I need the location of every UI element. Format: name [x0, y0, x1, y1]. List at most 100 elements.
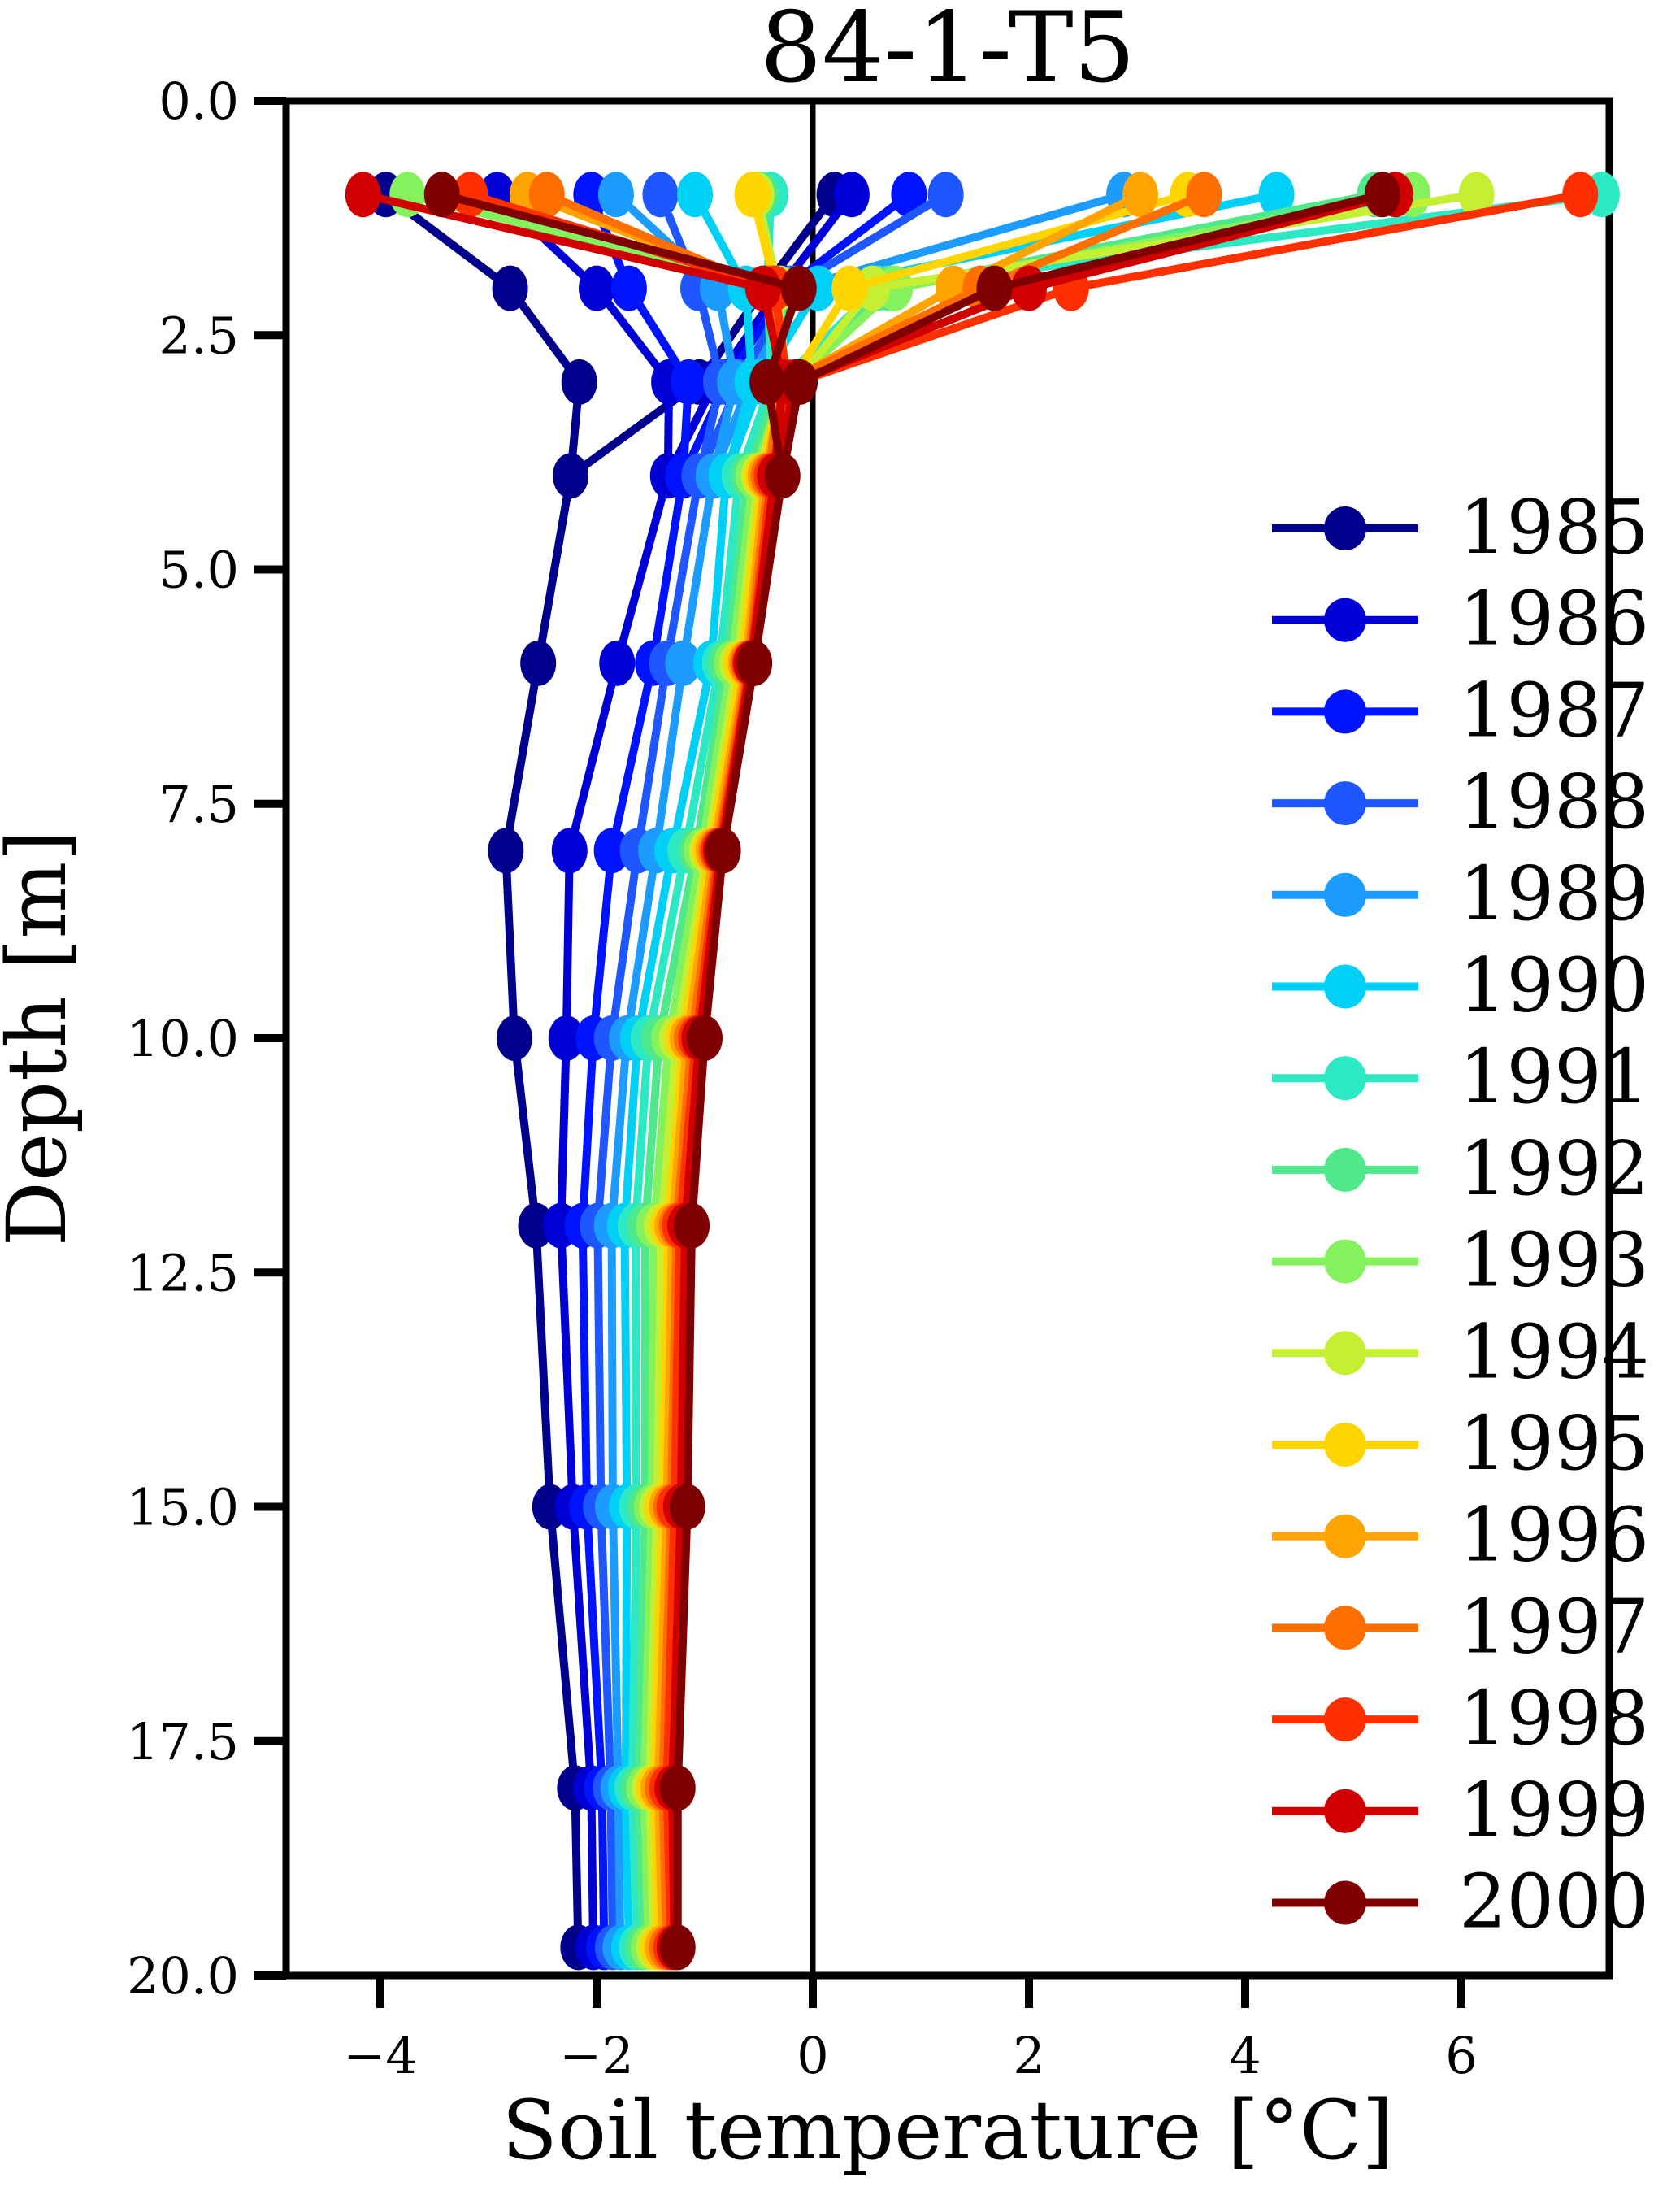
data-point-marker: [520, 640, 557, 686]
legend-label: 1996: [1459, 1492, 1649, 1579]
data-point-marker: [1458, 172, 1495, 218]
legend-entry-1987: 1987: [1272, 667, 1649, 754]
x-tick-label: 2: [1013, 2026, 1044, 2085]
legend-entry-1990: 1990: [1272, 942, 1649, 1029]
legend-label: 1986: [1459, 576, 1649, 663]
legend: 1985198619871988198919901991199219931994…: [1272, 484, 1649, 1945]
legend-entry-1989: 1989: [1272, 850, 1649, 937]
legend-label: 1989: [1459, 850, 1649, 937]
data-point-marker: [674, 1202, 710, 1249]
legend-marker: [1324, 872, 1366, 917]
x-axis-label: Soil temperature [°C]: [501, 2083, 1393, 2178]
year-profile-1993: [389, 172, 1431, 1971]
data-point-marker: [1364, 172, 1400, 218]
y-tick-label: 7.5: [158, 775, 239, 834]
data-point-marker: [736, 640, 773, 686]
data-point-marker: [659, 1924, 696, 1971]
data-point-marker: [659, 1765, 696, 1811]
chart-title: 84-1-T5: [760, 0, 1135, 105]
legend-entry-1997: 1997: [1272, 1583, 1649, 1670]
data-point-marker: [665, 640, 701, 686]
x-tick-label: −4: [343, 2026, 417, 2085]
legend-entry-1999: 1999: [1272, 1767, 1649, 1854]
profile-line-warm: [778, 190, 1384, 477]
profile-line-warm: [695, 191, 949, 478]
data-point-marker: [1258, 172, 1295, 218]
legend-marker: [1324, 689, 1366, 734]
data-point-marker: [1011, 265, 1047, 311]
data-point-marker: [345, 172, 381, 218]
data-point-marker: [599, 640, 636, 686]
data-point-marker: [492, 265, 528, 311]
legend-marker: [1324, 506, 1366, 550]
x-tick-label: 6: [1445, 2026, 1477, 2085]
legend-marker: [1324, 1697, 1366, 1742]
data-point-marker: [669, 1484, 705, 1530]
legend-marker: [1324, 964, 1366, 1009]
y-tick-label: 5.0: [158, 541, 239, 600]
x-tick-label: −2: [559, 2026, 633, 2085]
data-point-marker: [597, 172, 634, 218]
profile-line-cold: [383, 191, 584, 1948]
y-tick-label: 12.5: [127, 1243, 239, 1302]
data-point-marker: [927, 172, 964, 218]
data-series: [345, 172, 1620, 1971]
data-point-marker: [548, 1015, 584, 1061]
data-point-marker: [764, 453, 801, 499]
legend-marker: [1324, 1239, 1366, 1284]
data-point-marker: [528, 172, 565, 218]
legend-entry-1986: 1986: [1272, 576, 1649, 663]
x-tick-label: 0: [797, 2026, 828, 2085]
legend-entry-1998: 1998: [1272, 1675, 1649, 1762]
legend-entry-1988: 1988: [1272, 758, 1649, 845]
data-point-marker: [518, 1202, 554, 1249]
legend-label: 1992: [1459, 1125, 1649, 1212]
legend-marker: [1324, 1423, 1366, 1467]
legend-marker: [1324, 1056, 1366, 1101]
profile-line-warm: [568, 192, 838, 480]
y-tick-label: 15.0: [127, 1478, 239, 1537]
legend-entry-1992: 1992: [1272, 1125, 1649, 1212]
legend-label: 1991: [1459, 1033, 1649, 1120]
data-point-marker: [1562, 172, 1599, 218]
data-point-marker: [642, 172, 679, 218]
axes: −4 −2 0 2 4 6 0.0 2.5 5.0 7.5 10.0 12.5 15.0 17.5 20.0: [127, 72, 1613, 2085]
profile-line-warm: [679, 191, 912, 478]
legend-entry-2000: 2000: [1272, 1858, 1649, 1945]
data-point-marker: [553, 453, 589, 499]
legend-marker: [1324, 1880, 1366, 1925]
legend-label: 1990: [1459, 942, 1649, 1029]
legend-label: 2000: [1459, 1858, 1649, 1945]
data-point-marker: [831, 265, 868, 311]
y-axis-label: Depth [m]: [0, 830, 85, 1247]
legend-marker: [1324, 1606, 1366, 1650]
data-point-marker: [749, 359, 786, 405]
legend-marker: [1324, 1789, 1366, 1833]
legend-label: 1987: [1459, 667, 1649, 754]
data-point-marker: [687, 1015, 723, 1061]
legend-entry-1994: 1994: [1272, 1308, 1649, 1395]
data-point-marker: [551, 828, 588, 874]
legend-marker: [1324, 598, 1366, 642]
legend-marker: [1324, 1331, 1366, 1376]
data-point-marker: [1186, 172, 1222, 218]
legend-entry-1996: 1996: [1272, 1492, 1649, 1579]
legend-entry-1985: 1985: [1272, 484, 1649, 571]
legend-marker: [1324, 781, 1366, 826]
data-point-marker: [782, 359, 818, 405]
y-tick-label: 0.0: [158, 72, 239, 131]
data-point-marker: [496, 1015, 532, 1061]
data-point-marker: [891, 172, 927, 218]
y-tick-label: 2.5: [158, 306, 239, 365]
plot-border: [282, 97, 1613, 1980]
data-point-marker: [734, 172, 771, 218]
legend-label: 1988: [1459, 758, 1649, 845]
legend-label: 1995: [1459, 1400, 1649, 1487]
legend-label: 1994: [1459, 1308, 1649, 1395]
data-point-marker: [1122, 172, 1158, 218]
legend-entry-1993: 1993: [1272, 1217, 1649, 1304]
data-point-marker: [780, 265, 817, 311]
data-point-marker: [976, 265, 1013, 311]
x-tick-label: 4: [1229, 2026, 1261, 2085]
